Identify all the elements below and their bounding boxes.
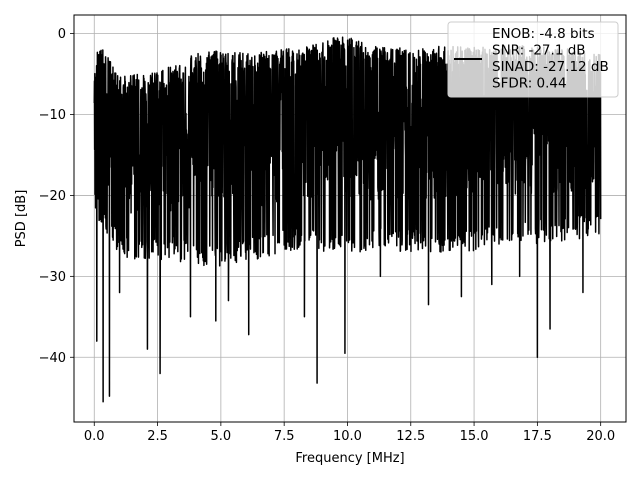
x-tick-label: 7.5 <box>274 429 295 444</box>
x-tick-label: 0.0 <box>84 429 105 444</box>
legend-line: ENOB: -4.8 bits <box>492 26 595 42</box>
legend-line: SINAD: -27.12 dB <box>492 59 609 75</box>
y-tick-label: 0 <box>58 27 66 42</box>
legend-entry-label: ENOB: -4.8 bits SNR: -27.1 dB SINAD: -27.1… <box>492 26 609 92</box>
x-tick-label: 2.5 <box>147 429 168 444</box>
x-tick-label: 17.5 <box>523 429 552 444</box>
x-tick-label: 20.0 <box>586 429 615 444</box>
y-tick-label: −10 <box>39 108 66 123</box>
legend-line: SNR: -27.1 dB <box>492 43 586 59</box>
x-tick-label: 10.0 <box>333 429 362 444</box>
x-axis-label: Frequency [MHz] <box>295 451 404 466</box>
legend-box <box>447 21 619 98</box>
legend-line: SFDR: 0.44 <box>492 76 567 92</box>
x-tick-label: 15.0 <box>460 429 489 444</box>
y-tick-label: −30 <box>39 270 66 285</box>
x-tick-label: 5.0 <box>211 429 232 444</box>
y-axis-label: PSD [dB] <box>14 190 29 248</box>
axes-frame <box>73 14 627 423</box>
y-tick-label: −20 <box>39 189 66 204</box>
y-axis-ticks: 0 −10 −20 −30 −40 <box>39 27 74 366</box>
x-tick-label: 12.5 <box>396 429 425 444</box>
legend: ENOB: -4.8 bits SNR: -27.1 dB SINAD: -27.1… <box>447 21 619 98</box>
x-axis-ticks: 0.0 2.5 5.0 7.5 10.0 12.5 15.0 17.5 20.0 <box>84 422 615 444</box>
y-tick-label: −40 <box>39 351 66 366</box>
